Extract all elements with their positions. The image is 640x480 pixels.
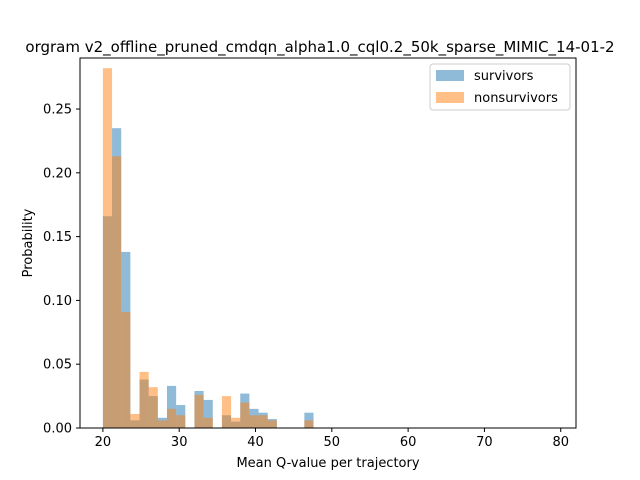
- bar-nonsurvivors-16: [249, 415, 259, 428]
- x-axis: 20 30 40 50 60 70 80: [95, 428, 569, 450]
- y-tick-label: 0.25: [43, 103, 72, 118]
- bar-nonsurvivors-18: [267, 420, 277, 428]
- x-axis-label: Mean Q-value per trajectory: [236, 456, 419, 471]
- x-tick-label: 40: [247, 435, 264, 450]
- chart-title: orgram v2_offline_pruned_cmdqn_alpha1.0_…: [25, 38, 614, 57]
- bar-nonsurvivors-3: [130, 413, 140, 428]
- bar-nonsurvivors-0: [102, 68, 113, 428]
- y-axis-label: Probability: [21, 208, 36, 277]
- x-tick-label: 50: [324, 435, 341, 450]
- bar-nonsurvivors-8: [176, 415, 186, 428]
- bar-nonsurvivors-10: [194, 394, 204, 428]
- y-tick-label: 0.10: [43, 294, 72, 309]
- bar-nonsurvivors-22: [304, 420, 314, 428]
- bar-nonsurvivors-4: [139, 371, 149, 428]
- x-tick-label: 60: [400, 435, 417, 450]
- legend-swatch-survivors: [436, 70, 464, 81]
- legend-label-survivors: survivors: [474, 69, 534, 84]
- legend-frame: [429, 63, 571, 111]
- bar-survivors-7: [166, 385, 177, 428]
- bar-nonsurvivors-1: [112, 156, 122, 428]
- bar-nonsurvivors-5: [148, 387, 158, 428]
- bar-nonsurvivors-11: [203, 417, 213, 428]
- y-tick-label: 0.00: [43, 422, 72, 437]
- bar-nonsurvivors-17: [258, 415, 268, 428]
- bar-nonsurvivors-7: [166, 408, 177, 428]
- x-tick-label: 30: [171, 435, 188, 450]
- bar-nonsurvivors-2: [121, 311, 131, 428]
- bar-nonsurvivors-14: [231, 417, 241, 428]
- bar-survivors-11: [203, 399, 213, 428]
- x-tick-label: 80: [552, 435, 569, 450]
- y-tick-label: 0.05: [43, 358, 72, 373]
- legend: survivors nonsurvivors: [429, 63, 571, 111]
- legend-swatch-nonsurvivors: [436, 92, 464, 103]
- y-tick-label: 0.20: [43, 166, 72, 181]
- y-tick-label: 0.15: [43, 230, 72, 245]
- x-tick-label: 20: [95, 435, 112, 450]
- bar-nonsurvivors-13: [221, 396, 232, 428]
- bars-group: [102, 68, 314, 428]
- legend-label-nonsurvivors: nonsurvivors: [474, 91, 558, 106]
- bar-nonsurvivors-15: [240, 402, 250, 428]
- plot-frame: [79, 57, 577, 429]
- x-tick-label: 70: [476, 435, 493, 450]
- bar-nonsurvivors-6: [157, 420, 167, 428]
- y-axis: 0.00 0.05 0.10 0.15 0.20 0.25: [43, 103, 80, 437]
